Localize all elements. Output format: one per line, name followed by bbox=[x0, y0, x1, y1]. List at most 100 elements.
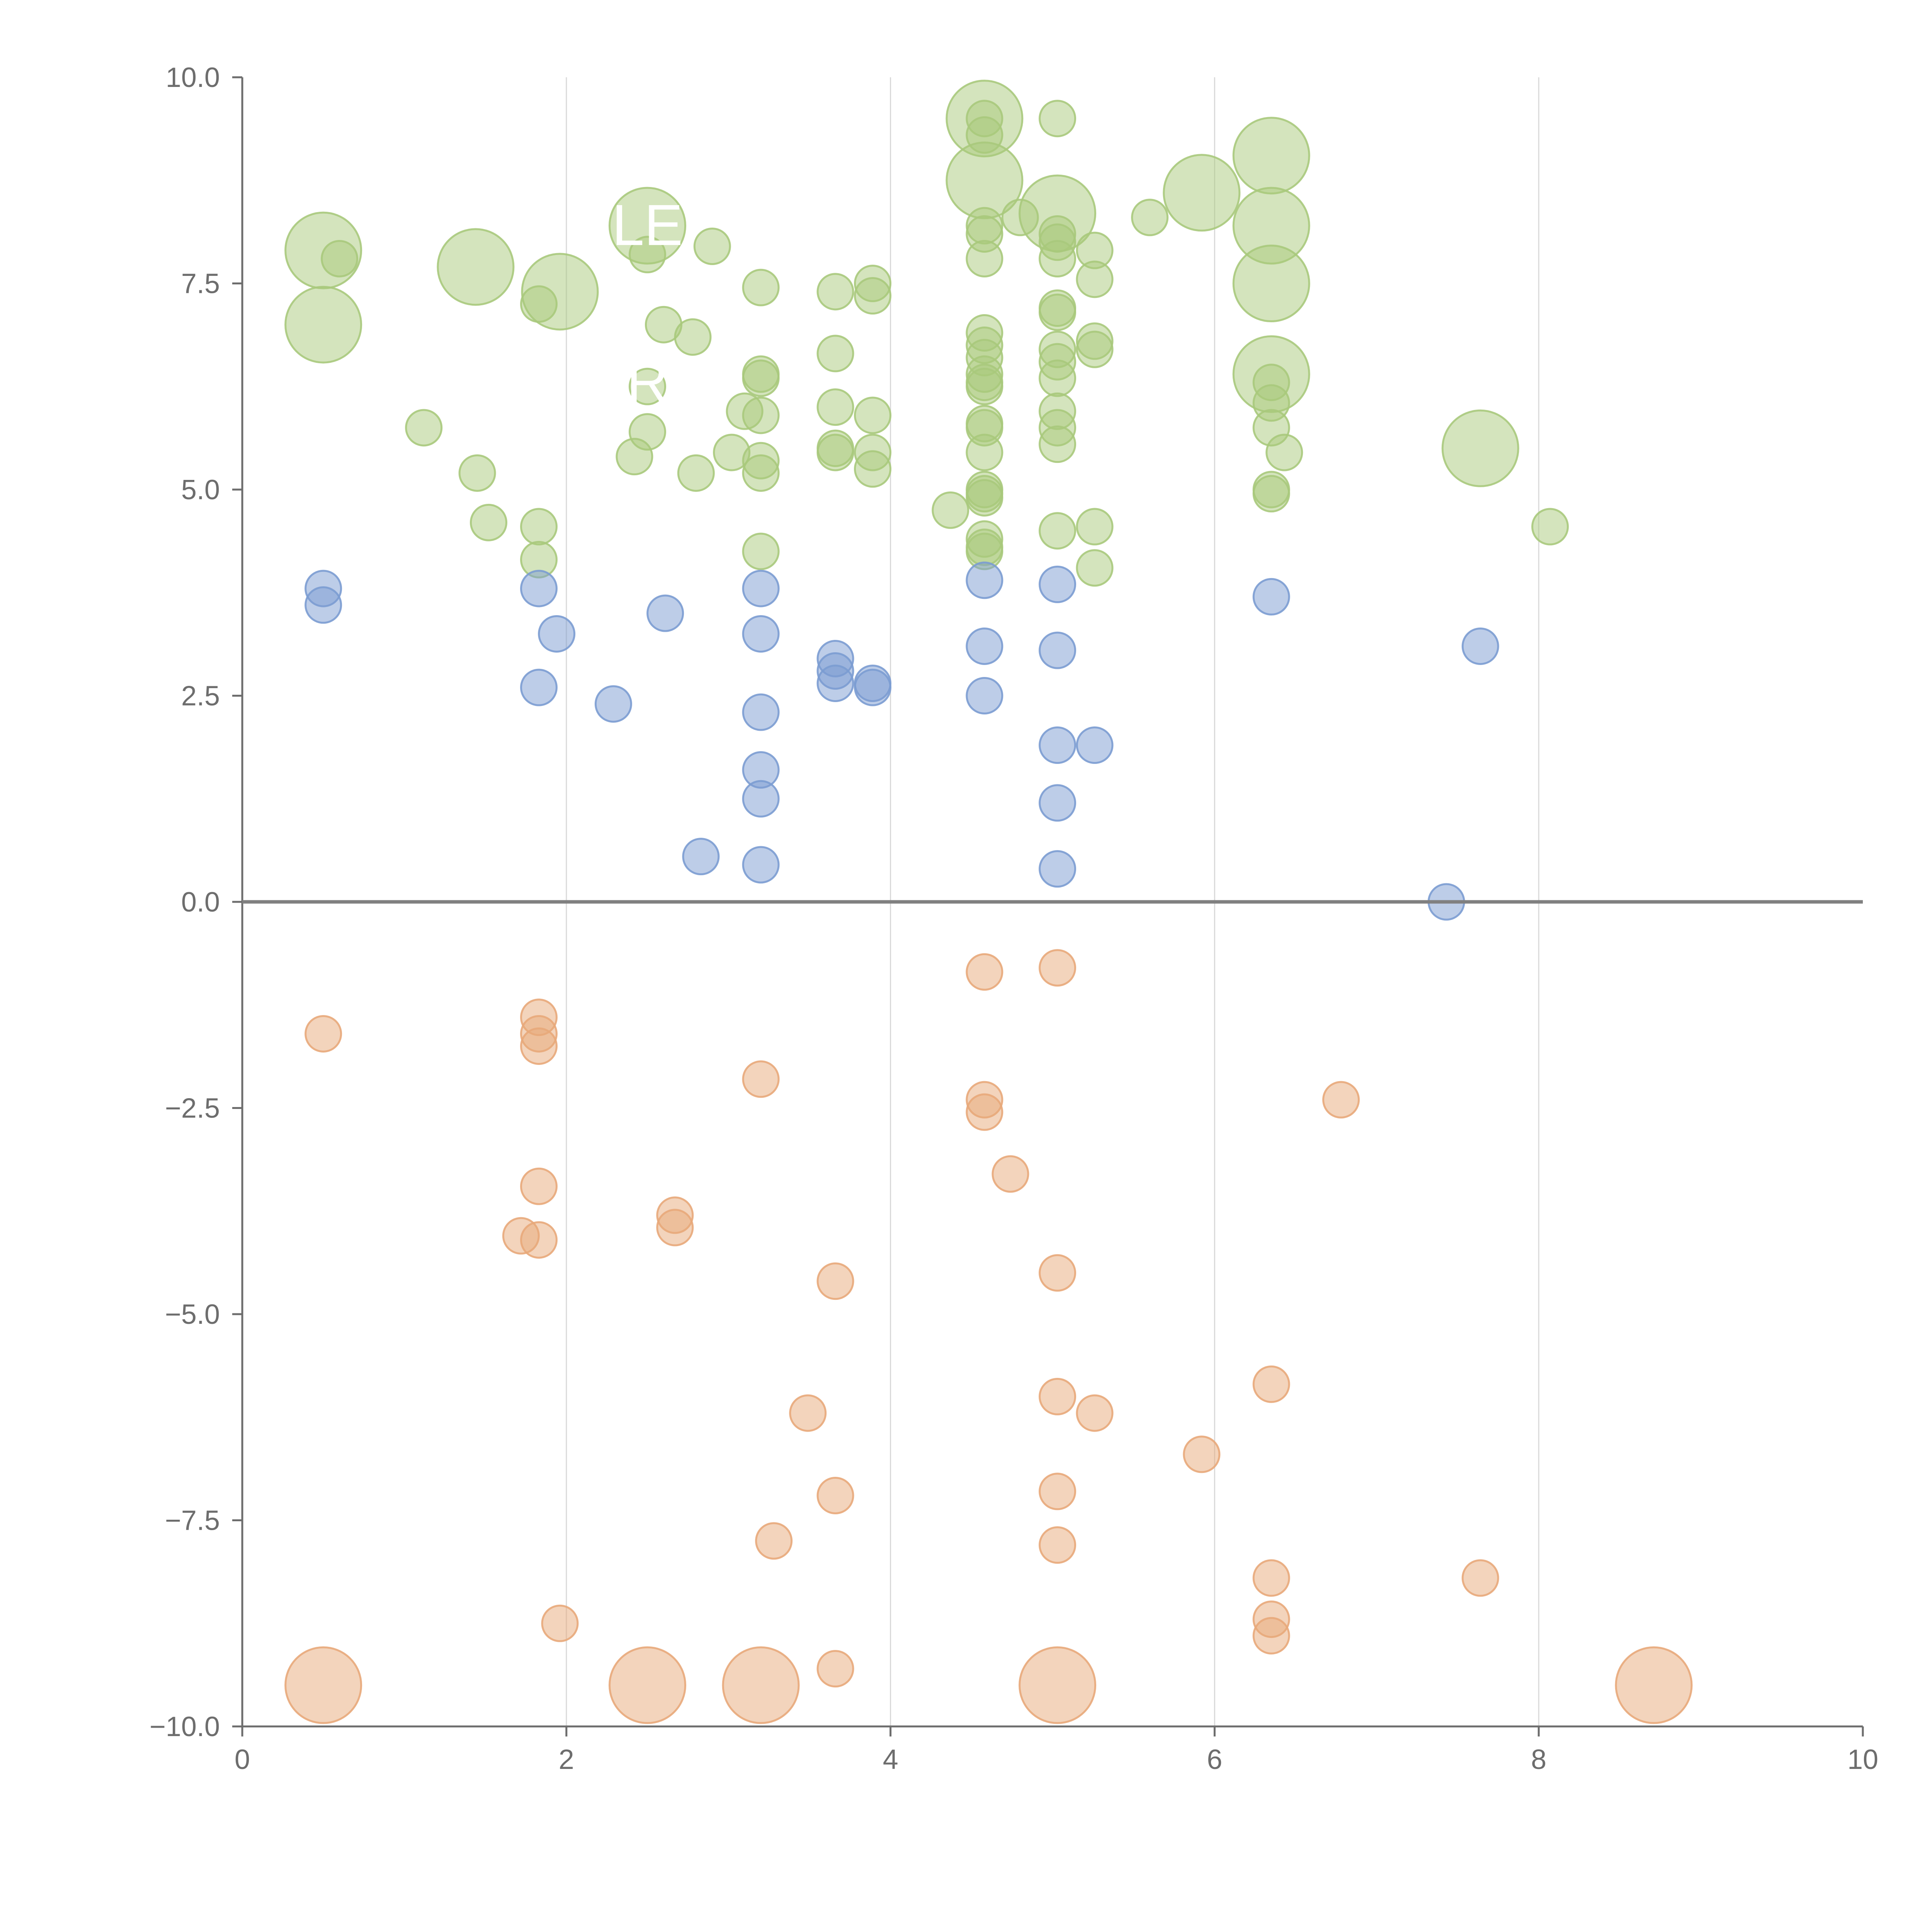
point-green-94 bbox=[1265, 434, 1303, 471]
y-tick-label: 7.5 bbox=[181, 269, 220, 299]
point-orange-18 bbox=[816, 1650, 854, 1688]
point-green-6 bbox=[469, 503, 507, 541]
point-blue-27 bbox=[1076, 726, 1114, 764]
point-green-35 bbox=[854, 277, 891, 315]
point-green-81 bbox=[1076, 508, 1114, 546]
point-blue-10 bbox=[742, 693, 780, 731]
point-green-28 bbox=[742, 532, 780, 570]
point-orange-16 bbox=[816, 1262, 854, 1300]
overlay-label: LE bbox=[612, 192, 683, 257]
point-green-17 bbox=[674, 318, 712, 356]
point-green-87 bbox=[1232, 245, 1310, 322]
point-green-96 bbox=[1531, 508, 1569, 546]
x-tick-label: 6 bbox=[1207, 1744, 1222, 1775]
point-blue-28 bbox=[1252, 578, 1290, 616]
point-orange-17 bbox=[816, 1476, 854, 1514]
point-blue-4 bbox=[538, 615, 576, 653]
point-blue-12 bbox=[742, 780, 780, 818]
x-tick-label: 2 bbox=[559, 1744, 574, 1775]
point-green-84 bbox=[1163, 154, 1241, 232]
point-green-29 bbox=[816, 273, 854, 311]
point-green-22 bbox=[742, 269, 780, 306]
x-tick-label: 0 bbox=[235, 1744, 250, 1775]
point-green-31 bbox=[816, 388, 854, 426]
point-orange-22 bbox=[992, 1155, 1029, 1193]
x-tick-label: 10 bbox=[1847, 1744, 1878, 1775]
point-blue-3 bbox=[520, 668, 558, 706]
point-green-78 bbox=[1076, 260, 1114, 298]
point-blue-8 bbox=[742, 570, 780, 607]
overlay-layer: LE R bbox=[242, 192, 1863, 904]
point-blue-6 bbox=[646, 594, 684, 632]
point-green-55 bbox=[966, 434, 1003, 471]
point-orange-30 bbox=[1183, 1435, 1221, 1473]
point-orange-23 bbox=[1039, 949, 1077, 987]
point-green-36 bbox=[854, 396, 891, 434]
point-blue-26 bbox=[1039, 850, 1077, 888]
y-tick-label: 0.0 bbox=[181, 887, 220, 918]
x-tick-label: 4 bbox=[883, 1744, 898, 1775]
point-orange-19 bbox=[966, 953, 1003, 991]
point-green-33 bbox=[816, 434, 854, 471]
point-orange-37 bbox=[1615, 1646, 1693, 1724]
y-tick-label: −5.0 bbox=[165, 1299, 220, 1330]
point-orange-5 bbox=[520, 1027, 558, 1065]
point-green-83 bbox=[1131, 199, 1169, 236]
point-green-12 bbox=[629, 236, 666, 274]
axis-layer: 10.0 7.5 5.0 2.5 0.0 −2.5 −5.0 −7.5 −10.0 0 2 4 6 8 10 bbox=[150, 62, 1878, 1775]
y-tick-label: 2.5 bbox=[181, 681, 220, 712]
point-orange-32 bbox=[1252, 1559, 1290, 1597]
point-green-39 bbox=[932, 491, 969, 529]
point-orange-8 bbox=[541, 1604, 579, 1642]
y-tick-label: 5.0 bbox=[181, 474, 220, 505]
x-tick-label: 8 bbox=[1531, 1744, 1546, 1775]
point-orange-25 bbox=[1039, 1378, 1077, 1415]
point-orange-27 bbox=[1039, 1526, 1077, 1564]
series-orange bbox=[284, 949, 1693, 1724]
point-orange-0 bbox=[304, 1015, 342, 1053]
point-green-85 bbox=[1232, 117, 1310, 195]
point-green-95 bbox=[1441, 409, 1519, 487]
point-green-8 bbox=[520, 508, 558, 546]
point-blue-20 bbox=[966, 627, 1003, 665]
point-blue-5 bbox=[594, 685, 632, 723]
point-green-58 bbox=[966, 479, 1003, 517]
points-layer bbox=[284, 80, 1693, 1724]
series-blue bbox=[304, 561, 1499, 921]
point-blue-16 bbox=[816, 664, 854, 702]
point-green-46 bbox=[966, 240, 1003, 277]
point-green-52 bbox=[966, 367, 1003, 405]
point-green-3 bbox=[405, 409, 443, 447]
point-green-69 bbox=[1039, 293, 1077, 331]
point-orange-24 bbox=[1039, 1254, 1077, 1292]
point-orange-34 bbox=[1252, 1617, 1290, 1655]
point-green-93 bbox=[1252, 475, 1290, 513]
y-tick-label: −10.0 bbox=[150, 1711, 220, 1742]
point-green-76 bbox=[1039, 512, 1077, 550]
point-green-38 bbox=[854, 450, 891, 488]
point-blue-25 bbox=[1039, 784, 1077, 822]
point-green-15 bbox=[616, 438, 653, 476]
y-tick-label: −2.5 bbox=[165, 1093, 220, 1124]
point-blue-21 bbox=[966, 677, 1003, 714]
point-orange-11 bbox=[656, 1209, 694, 1247]
overlay-label: R bbox=[626, 349, 668, 414]
point-blue-1 bbox=[304, 586, 342, 624]
point-green-82 bbox=[1076, 549, 1114, 587]
point-green-19 bbox=[693, 227, 731, 265]
point-green-80 bbox=[1076, 330, 1114, 368]
point-blue-9 bbox=[742, 615, 780, 653]
point-green-64 bbox=[1039, 100, 1077, 138]
point-green-4 bbox=[437, 228, 515, 306]
series-green bbox=[284, 80, 1569, 587]
point-orange-1 bbox=[284, 1646, 362, 1724]
y-tick-label: 10.0 bbox=[166, 62, 220, 93]
point-green-10 bbox=[521, 253, 599, 331]
point-blue-22 bbox=[1039, 565, 1077, 603]
point-blue-7 bbox=[682, 838, 720, 876]
point-green-72 bbox=[1039, 359, 1077, 397]
point-green-67 bbox=[1039, 240, 1077, 277]
point-orange-26 bbox=[1039, 1473, 1077, 1510]
point-green-75 bbox=[1039, 425, 1077, 463]
